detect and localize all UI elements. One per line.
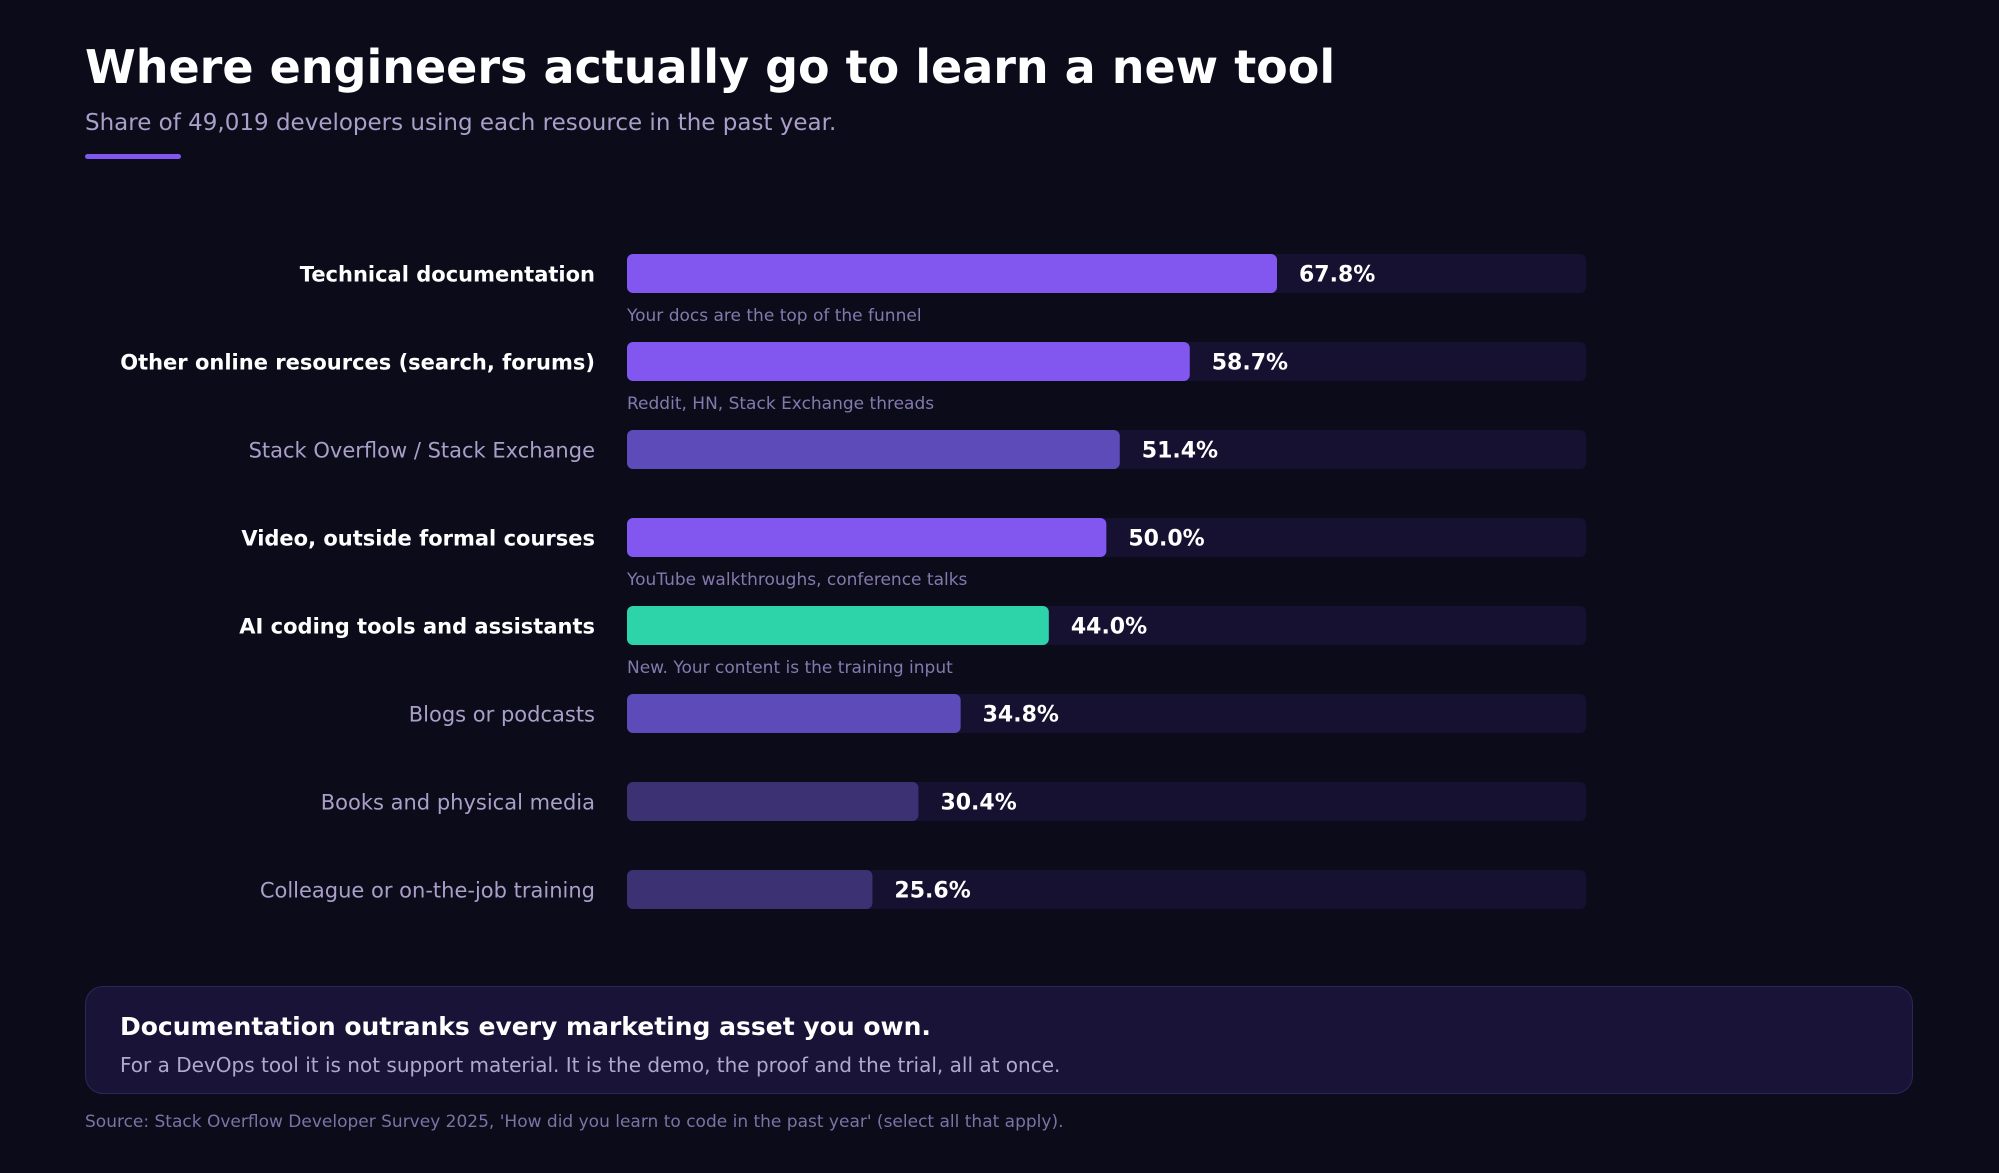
bar: [627, 254, 1277, 293]
bar: [627, 782, 919, 821]
category-label: Other online resources (search, forums): [120, 351, 595, 375]
category-label: AI coding tools and assistants: [239, 615, 595, 639]
bar-chart: Technical documentation 67.8% Your docs ar…: [120, 254, 1586, 909]
bar-row: Colleague or on-the-job training 25.6%: [260, 870, 1586, 909]
category-label: Colleague or on-the-job training: [260, 879, 595, 903]
bar-row: Blogs or podcasts 34.8%: [409, 694, 1586, 733]
callout-body: For a DevOps tool it is not support mate…: [120, 1053, 1061, 1077]
bar: [627, 870, 873, 909]
bar-annotation: YouTube walkthroughs, conference talks: [626, 570, 968, 590]
value-label: 44.0%: [1071, 615, 1147, 640]
bar-row: Stack Overflow / Stack Exchange 51.4%: [249, 430, 1586, 469]
category-label: Books and physical media: [321, 791, 595, 815]
value-label: 67.8%: [1299, 263, 1375, 288]
category-label: Video, outside formal courses: [241, 527, 595, 551]
chart-subtitle: Share of 49,019 developers using each re…: [85, 110, 837, 136]
value-label: 30.4%: [940, 791, 1016, 816]
bar-row: Technical documentation 67.8% Your docs ar…: [300, 254, 1586, 326]
accent-underline: [85, 154, 181, 159]
value-label: 58.7%: [1212, 351, 1288, 376]
category-label: Stack Overflow / Stack Exchange: [249, 439, 595, 463]
bar: [627, 694, 961, 733]
bar-annotation: Your docs are the top of the funnel: [626, 306, 922, 326]
value-label: 51.4%: [1142, 439, 1218, 464]
value-label: 50.0%: [1128, 527, 1204, 552]
chart-title: Where engineers actually go to learn a n…: [85, 40, 1336, 94]
insight-callout: Documentation outranks every marketing a…: [85, 986, 1913, 1094]
bar-annotation: New. Your content is the training input: [627, 658, 953, 678]
callout-heading: Documentation outranks every marketing a…: [120, 1012, 931, 1041]
bar: [627, 342, 1190, 381]
bar-row: Video, outside formal courses 50.0% YouTub…: [241, 518, 1586, 590]
bar-row: Other online resources (search, forums) 5…: [120, 342, 1586, 414]
bar-row: Books and physical media 30.4%: [321, 782, 1586, 821]
category-label: Technical documentation: [300, 263, 595, 287]
source-note: Source: Stack Overflow Developer Survey …: [85, 1112, 1064, 1132]
bar: [627, 606, 1049, 645]
bar: [627, 518, 1107, 557]
value-label: 34.8%: [983, 703, 1059, 728]
bar-annotation: Reddit, HN, Stack Exchange threads: [627, 394, 934, 414]
bar: [627, 430, 1120, 469]
value-label: 25.6%: [894, 879, 970, 904]
category-label: Blogs or podcasts: [409, 703, 595, 727]
bar-row: AI coding tools and assistants 44.0% New. …: [239, 606, 1586, 678]
